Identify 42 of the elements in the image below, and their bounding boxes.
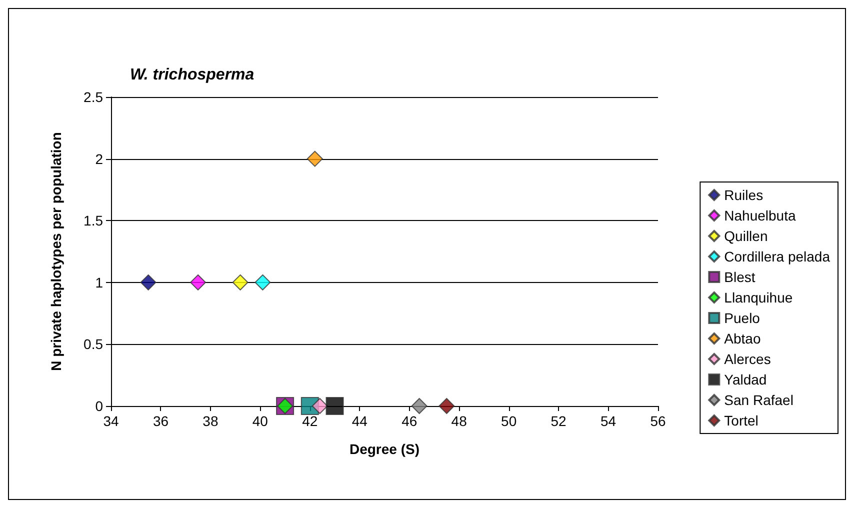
x-tick-label: 36 <box>152 413 169 429</box>
legend-label: Blest <box>724 269 756 285</box>
legend-label: Yaldad <box>724 372 767 388</box>
legend-label: Llanquihue <box>724 290 793 306</box>
chart-title: W. trichosperma <box>130 66 254 84</box>
x-tick-label: 42 <box>302 413 318 429</box>
x-axis-title: Degree (S) <box>349 441 420 457</box>
x-tick-label: 46 <box>402 413 418 429</box>
legend-label: Abtao <box>724 330 761 346</box>
x-tick-label: 38 <box>202 413 218 429</box>
legend-label: Ruiles <box>724 187 764 203</box>
x-tick-label: 54 <box>600 413 616 429</box>
legend-label: Nahuelbuta <box>724 208 796 224</box>
legend-label: Tortel <box>724 412 758 428</box>
y-tick-label: 1.5 <box>84 212 104 229</box>
point <box>232 274 248 290</box>
point <box>312 398 328 414</box>
legend-label: Puelo <box>724 310 760 326</box>
point <box>140 274 156 290</box>
x-tick-label: 40 <box>252 413 268 429</box>
x-tick-label: 48 <box>451 413 468 429</box>
point <box>254 274 271 290</box>
point <box>306 150 323 167</box>
x-tick-label: 52 <box>550 413 567 429</box>
y-tick-label: 0.5 <box>84 336 104 352</box>
y-tick-label: 2 <box>95 150 104 167</box>
y-tick-label: 2.5 <box>84 89 104 105</box>
legend-label: Alerces <box>724 351 771 367</box>
legend-label: Quillen <box>724 228 768 244</box>
y-tick-label: 0 <box>95 398 104 414</box>
y-axis-title: N private haplotypes per population <box>48 132 64 371</box>
point <box>326 397 344 415</box>
x-tick-label: 56 <box>650 413 666 429</box>
x-tick-label: 44 <box>352 413 368 429</box>
point <box>438 398 455 414</box>
y-tick-label: 1 <box>95 274 104 290</box>
point <box>411 398 428 414</box>
x-tick-label: 50 <box>501 413 517 429</box>
x-tick-label: 34 <box>103 413 119 429</box>
legend-label: San Rafael <box>724 392 794 408</box>
point <box>190 274 206 290</box>
legend-label: Cordillera pelada <box>724 248 830 264</box>
